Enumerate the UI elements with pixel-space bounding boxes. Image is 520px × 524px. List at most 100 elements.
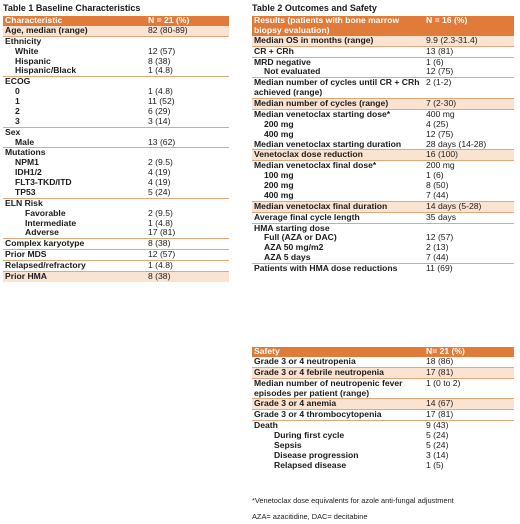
row-label: Grade 3 or 4 febrile neutropenia (252, 366, 424, 379)
table-row: Full (AZA or DAC) 12 (57) (252, 233, 514, 243)
row-value: 9 (43) (424, 420, 514, 431)
row-value (146, 126, 229, 138)
row-value: 13 (62) (148, 137, 176, 147)
header-value: N = 21 (%) (146, 16, 229, 26)
row-label: Grade 3 or 4 anemia (252, 398, 424, 410)
row-value: 3 (14) (148, 116, 171, 126)
row-value: 1 (4.8) (148, 66, 173, 76)
row-label: Median venetoclax starting duration (254, 139, 402, 149)
row-label: AZA 5 days (264, 253, 311, 263)
table-row: 400 mg 7 (44) (252, 191, 514, 201)
table-row: FLT3-TKD/ITD 4 (19) (3, 178, 229, 188)
row-label: Favorable (25, 208, 66, 218)
row-value: 2 (9.5) (148, 158, 173, 168)
row-label: Median number of cycles until CR + CRh a… (252, 77, 424, 99)
table-row: 400 mg 12 (75) (252, 130, 514, 140)
row-value: 4 (25) (426, 119, 449, 129)
row-value: 4 (19) (148, 168, 171, 178)
row-label: 3 (15, 116, 20, 126)
row-label: Intermediate (25, 218, 77, 228)
row-value (424, 222, 514, 234)
row-label: Median number of cycles (range) (252, 98, 424, 110)
table-row: Mutations (3, 147, 229, 159)
table-row: 100 mg 1 (6) (252, 171, 514, 181)
table-row: Sex (3, 126, 229, 138)
row-label: ECOG (3, 76, 146, 88)
row-value: 35 days (424, 211, 514, 223)
table-row: Median OS in months (range) 9.9 (2.3-31.4… (252, 35, 514, 47)
row-label: CR + CRh (252, 45, 424, 57)
row-label: NPM1 (15, 158, 39, 168)
row-value: 7 (2-30) (424, 98, 514, 110)
table-row: 200 mg 8 (50) (252, 181, 514, 191)
row-value: 14 days (5-28) (424, 200, 514, 213)
row-label: Hispanic/Black (15, 66, 77, 76)
row-value (146, 197, 229, 209)
row-value: 28 days (14-28) (426, 139, 487, 149)
table2-caption: Table 2 Outcomes and Safety (252, 3, 377, 13)
row-value: 17 (81) (148, 228, 176, 238)
table-row: Ethnicity (3, 35, 229, 47)
table-row: AZA 50 mg/m2 2 (13) (252, 243, 514, 253)
table-row: Adverse 17 (81) (3, 228, 229, 238)
row-label: Adverse (25, 228, 59, 238)
table1-caption: Table 1 Baseline Characteristics (3, 3, 141, 13)
row-label: 2 (15, 106, 20, 116)
table-row: Complex karyotype 8 (38) (3, 238, 229, 250)
table-row: White 12 (57) (3, 47, 229, 57)
table-row: 1 11 (52) (3, 97, 229, 107)
table-row: MRD negative 1 (6) (252, 56, 514, 68)
row-label: TP53 (15, 187, 36, 197)
table-row: Median venetoclax starting dose* 400 mg (252, 108, 514, 120)
header-label: Characteristic (3, 16, 146, 26)
row-value: 6 (29) (148, 106, 171, 116)
table-row: Median venetoclax final dose* 200 mg (252, 160, 514, 172)
table-row: Hispanic 8 (38) (3, 57, 229, 67)
table-row: NPM1 2 (9.5) (3, 158, 229, 168)
table-row: Prior MDS 12 (57) (3, 249, 229, 261)
row-label: Average final cycle length (252, 211, 424, 223)
row-value: 13 (81) (424, 45, 514, 57)
row-value: 8 (38) (146, 238, 229, 250)
row-value: 11 (52) (148, 97, 175, 106)
table-row: Sepsis 5 (24) (252, 441, 514, 451)
row-label: ELN Risk (3, 197, 146, 209)
table-row: Median number of cycles until CR + CRh a… (252, 77, 514, 99)
table-row: ELN Risk (3, 197, 229, 209)
table-row: Median venetoclax final duration 14 days … (252, 200, 514, 213)
row-label: Sepsis (274, 440, 302, 450)
table-row: Grade 3 or 4 neutropenia 18 (86) (252, 357, 514, 367)
footnote-abbreviations: AZA= azacitidine, DAC= decitabine (252, 512, 368, 521)
safety-table: Safety N= 21 (%) Grade 3 or 4 neutropenia 1… (252, 347, 514, 471)
row-value: 5 (24) (426, 431, 449, 440)
row-value: 3 (14) (426, 450, 449, 460)
table-row: Grade 3 or 4 anemia 14 (67) (252, 398, 514, 410)
row-value: 12 (75) (426, 129, 454, 139)
row-label: Mutations (3, 147, 146, 159)
row-value: 1 (4.8) (148, 87, 173, 97)
table-row: Median number of neutropenic fever episo… (252, 377, 514, 399)
row-label: Median OS in months (range) (252, 35, 424, 47)
table-row: IDH1/2 4 (19) (3, 168, 229, 178)
row-label: FLT3-TKD/ITD (15, 178, 72, 187)
row-value: 2 (13) (426, 243, 449, 253)
header-value: N = 16 (%) (424, 16, 514, 36)
row-label: Grade 3 or 4 neutropenia (254, 356, 356, 366)
table-row: ECOG (3, 76, 229, 88)
row-label: Age, median (range) (3, 25, 146, 37)
row-value: 1 (4.8) (146, 260, 229, 272)
row-label: Grade 3 or 4 thrombocytopenia (252, 409, 424, 421)
row-label: Male (15, 137, 35, 147)
row-label: 400 mg (264, 129, 294, 139)
outcomes-table: Results (patients with bone marrow biops… (252, 16, 514, 274)
table-row: Favorable 2 (9.5) (3, 209, 229, 219)
row-label: Not evaluated (264, 67, 321, 77)
table-row: Hispanic/Black 1 (4.8) (3, 66, 229, 76)
row-label: White (15, 46, 39, 56)
table-row: Median venetoclax starting duration 28 da… (252, 140, 514, 150)
table-row: 200 mg 4 (25) (252, 120, 514, 130)
table-row: 3 3 (14) (3, 117, 229, 127)
table-row: Age, median (range) 82 (80-89) (3, 25, 229, 37)
table-row: CR + CRh 13 (81) (252, 45, 514, 57)
row-value: 17 (81) (424, 409, 514, 421)
